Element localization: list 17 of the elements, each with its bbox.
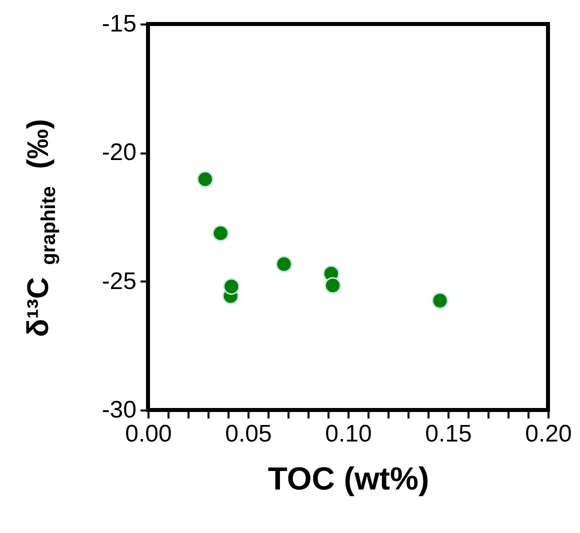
point (196, 170, 214, 188)
y-tick-label: -20 (102, 139, 136, 166)
x-tick-label: 0.05 (225, 420, 272, 448)
point (223, 278, 240, 295)
point (212, 224, 229, 242)
point (324, 277, 342, 294)
x-tick-label: 0.00 (125, 420, 172, 448)
x-axis-title: TOC (wt%) (268, 460, 430, 496)
y-tick-label: -25 (102, 268, 136, 295)
y-tick-label: -30 (102, 396, 136, 424)
y-tick-label: -15 (102, 10, 136, 38)
y-axis-title: δ¹³Cgraphite (‰) (22, 119, 60, 337)
x-tick-label: 0.15 (425, 420, 472, 448)
point (432, 292, 448, 309)
x-tick-label: 0.10 (325, 420, 372, 448)
point (276, 256, 292, 272)
x-tick-label: 0.20 (525, 420, 572, 448)
